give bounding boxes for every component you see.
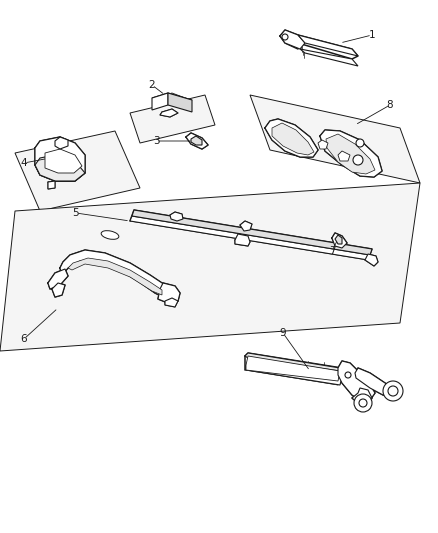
Circle shape [353, 394, 371, 412]
Polygon shape [0, 183, 419, 351]
Polygon shape [45, 149, 82, 173]
Circle shape [358, 399, 366, 407]
Polygon shape [354, 368, 394, 395]
Text: 9: 9 [279, 328, 286, 338]
Polygon shape [158, 283, 180, 303]
Polygon shape [170, 212, 183, 221]
Circle shape [352, 155, 362, 165]
Polygon shape [132, 210, 371, 255]
Polygon shape [168, 93, 191, 112]
Polygon shape [245, 356, 339, 381]
Polygon shape [35, 155, 85, 181]
Polygon shape [244, 353, 341, 377]
Polygon shape [159, 109, 177, 117]
Polygon shape [130, 95, 215, 143]
Polygon shape [337, 361, 374, 401]
Polygon shape [351, 388, 371, 405]
Polygon shape [48, 181, 55, 189]
Circle shape [355, 139, 363, 147]
Ellipse shape [101, 231, 119, 239]
Text: 2: 2 [148, 80, 155, 90]
Text: 7: 7 [328, 246, 335, 256]
Polygon shape [279, 30, 304, 49]
Polygon shape [35, 137, 85, 181]
Polygon shape [245, 365, 341, 385]
Text: 5: 5 [73, 208, 79, 218]
Polygon shape [325, 134, 374, 174]
Text: 6: 6 [21, 334, 27, 344]
Circle shape [344, 372, 350, 378]
Polygon shape [337, 151, 349, 161]
Polygon shape [299, 49, 357, 66]
Text: 1: 1 [368, 30, 374, 40]
Polygon shape [297, 35, 357, 56]
Polygon shape [240, 221, 251, 231]
Text: 3: 3 [152, 136, 159, 146]
Polygon shape [165, 298, 177, 307]
Polygon shape [68, 258, 162, 295]
Polygon shape [191, 136, 201, 145]
Polygon shape [152, 93, 191, 105]
Polygon shape [15, 131, 140, 211]
Circle shape [382, 381, 402, 401]
Polygon shape [334, 235, 341, 244]
Polygon shape [331, 233, 346, 248]
Polygon shape [272, 123, 313, 155]
Polygon shape [234, 234, 249, 246]
Text: 8: 8 [386, 100, 392, 110]
Polygon shape [60, 250, 170, 298]
Circle shape [387, 386, 397, 396]
Polygon shape [55, 137, 68, 149]
Polygon shape [364, 254, 377, 266]
Polygon shape [265, 119, 317, 157]
Polygon shape [317, 140, 327, 149]
Text: 4: 4 [21, 158, 27, 168]
Polygon shape [249, 95, 419, 183]
Polygon shape [52, 283, 65, 297]
Polygon shape [152, 93, 168, 110]
Polygon shape [186, 133, 208, 149]
Circle shape [281, 34, 287, 40]
Polygon shape [48, 269, 68, 289]
Polygon shape [319, 130, 381, 177]
Polygon shape [130, 216, 369, 260]
